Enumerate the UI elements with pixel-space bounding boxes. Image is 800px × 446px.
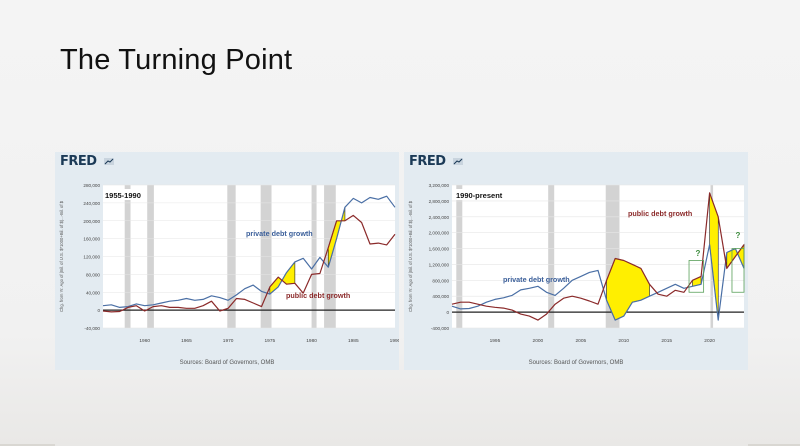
chart-title-box	[454, 189, 496, 200]
x-tick-label: 1985	[348, 338, 359, 344]
bottom-divider	[748, 444, 800, 446]
chart-source: Sources: Board of Governors, OMB	[179, 360, 275, 366]
y-tick-label: -400,000	[431, 326, 450, 331]
chart-panel-1955-1990: FRED 280,000 240,000 200,000 160,000 120,000…	[55, 152, 399, 370]
y-axis-label: Chg. from Yr. Ago of (Bil. of U.S. $*100…	[408, 200, 413, 312]
y-tick-label: -40,000	[84, 326, 100, 331]
x-tick-label: 1970	[223, 338, 234, 344]
fred-logo: FRED	[60, 154, 97, 169]
y-tick-label: 1,600,000	[429, 247, 450, 252]
recession-bar	[548, 185, 555, 328]
fred-logo: FRED	[409, 154, 446, 169]
y-tick-label: 0	[446, 310, 449, 315]
fred-logo-chart-icon	[104, 158, 114, 165]
chart-title: 1990-present	[456, 191, 503, 200]
chart-svg-1955-1990: 280,000 240,000 200,000 160,000 120,000 80,00…	[59, 183, 399, 344]
question-mark-annotation: ?	[696, 249, 701, 258]
y-tick-label: 120,000	[83, 255, 100, 260]
question-box	[688, 260, 705, 293]
y-tick-label: 240,000	[83, 201, 100, 206]
x-tick-label: 1975	[265, 338, 276, 344]
y-tick-label: 1,200,000	[429, 262, 450, 267]
bottom-divider	[0, 444, 55, 446]
y-tick-label: 80,000	[86, 272, 100, 277]
series-annotation: public debt growth	[286, 291, 350, 300]
chart-title-box	[103, 189, 141, 200]
x-tick-label: 2000	[533, 338, 544, 344]
chart-title: 1955-1990	[105, 191, 141, 200]
y-tick-label: 800,000	[432, 278, 449, 283]
fred-logo-chart-icon	[453, 158, 463, 165]
y-tick-label: 40,000	[86, 290, 100, 295]
series-annotation: public debt growth	[628, 209, 692, 218]
y-tick-label: 3,200,000	[429, 183, 450, 188]
question-box	[731, 248, 745, 293]
x-tick-label: 1965	[181, 338, 192, 344]
y-tick-label: 2,400,000	[429, 215, 450, 220]
x-tick-label: 1960	[139, 338, 150, 344]
x-tick-label: 2015	[661, 338, 672, 344]
y-axis-label: Chg. from Yr. Ago of (Bil. of U.S. $*100…	[59, 200, 64, 312]
slide-title: The Turning Point	[60, 44, 293, 76]
chart-svg-1990-present: 3,200,000 2,800,000 2,400,000 2,000,000 1,60…	[408, 183, 745, 344]
x-tick-label: 2020	[704, 338, 715, 344]
x-tick-label: 2010	[618, 338, 629, 344]
chart-source: Sources: Board of Governors, OMB	[528, 360, 624, 366]
x-tick-label: 1990	[390, 338, 399, 344]
x-tick-label: 2005	[575, 338, 586, 344]
series-annotation: private debt growth	[246, 229, 313, 238]
series-line	[102, 195, 396, 308]
y-tick-label: 400,000	[432, 294, 449, 299]
y-tick-label: 200,000	[83, 219, 100, 224]
y-tick-label: 160,000	[83, 237, 100, 242]
x-tick-label: 1980	[306, 338, 317, 344]
y-tick-label: 2,000,000	[429, 231, 450, 236]
x-tick-label: 1995	[490, 338, 501, 344]
y-tick-label: 280,000	[83, 183, 100, 188]
y-tick-label: 2,800,000	[429, 199, 450, 204]
series-line	[451, 192, 745, 321]
question-mark-annotation: ?	[736, 231, 741, 240]
y-tick-label: 0	[97, 308, 100, 313]
series-line	[451, 244, 745, 321]
series-line	[102, 214, 396, 313]
recession-bar	[456, 185, 463, 328]
series-annotation: private debt growth	[503, 275, 570, 284]
chart-panel-1990-present: FRED 3,200,000 2,800,000 2,400,000 2,000,00…	[404, 152, 748, 370]
